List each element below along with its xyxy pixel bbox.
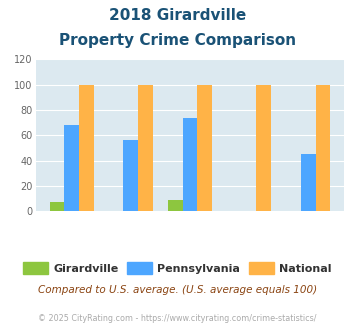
Bar bbox=[79, 85, 94, 211]
Bar bbox=[197, 85, 212, 211]
Bar bbox=[50, 202, 64, 211]
Bar bbox=[168, 200, 182, 211]
Bar bbox=[138, 85, 153, 211]
Bar bbox=[182, 117, 197, 211]
Bar bbox=[301, 154, 316, 211]
Bar bbox=[64, 125, 79, 211]
Bar bbox=[124, 140, 138, 211]
Bar bbox=[316, 85, 330, 211]
Text: 2018 Girardville: 2018 Girardville bbox=[109, 8, 246, 23]
Legend: Girardville, Pennsylvania, National: Girardville, Pennsylvania, National bbox=[19, 258, 336, 278]
Bar bbox=[256, 85, 271, 211]
Text: Property Crime Comparison: Property Crime Comparison bbox=[59, 33, 296, 48]
Text: Compared to U.S. average. (U.S. average equals 100): Compared to U.S. average. (U.S. average … bbox=[38, 285, 317, 295]
Text: © 2025 CityRating.com - https://www.cityrating.com/crime-statistics/: © 2025 CityRating.com - https://www.city… bbox=[38, 314, 317, 323]
